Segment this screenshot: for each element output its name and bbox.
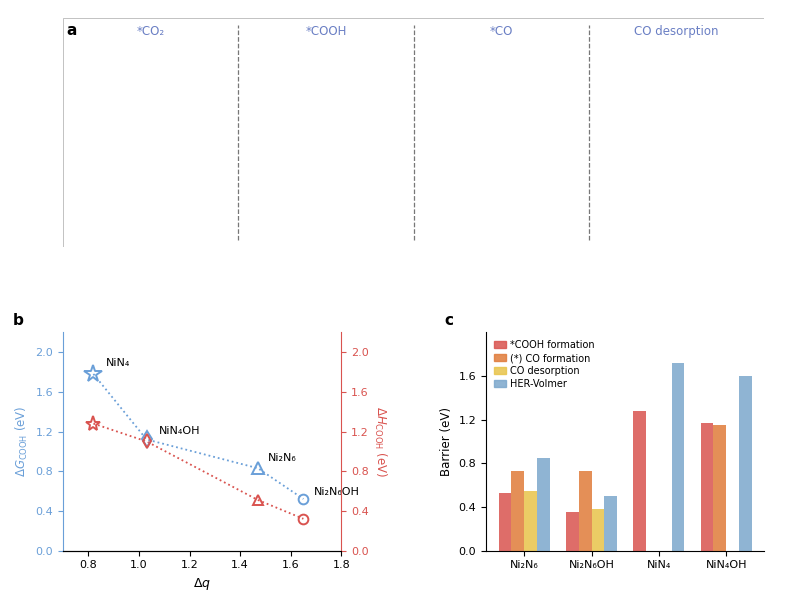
Bar (566, 512, 578, 551)
Bar (578, 471, 592, 551)
Text: NiN₄: NiN₄ (106, 358, 131, 368)
Text: Ni₂N₆: Ni₂N₆ (268, 453, 297, 463)
Bar (537, 458, 550, 551)
Y-axis label: $\Delta H_{\mathrm{COOH}}$ (eV): $\Delta H_{\mathrm{COOH}}$ (eV) (372, 406, 388, 477)
Bar (592, 509, 604, 551)
Text: a: a (66, 23, 77, 38)
Bar (671, 363, 685, 551)
Legend: *COOH formation, (*) CO formation, CO desorption, HER-Volmer: *COOH formation, (*) CO formation, CO de… (491, 337, 598, 392)
Bar (499, 492, 511, 551)
X-axis label: $\Delta q$: $\Delta q$ (193, 576, 211, 592)
Text: *COOH: *COOH (305, 25, 347, 38)
Bar (604, 496, 617, 551)
Bar (713, 425, 726, 551)
Text: *CO: *CO (489, 25, 513, 38)
Text: CO desorption: CO desorption (634, 25, 719, 38)
Y-axis label: Barrier (eV): Barrier (eV) (440, 407, 453, 476)
Text: b: b (13, 313, 24, 328)
Text: c: c (444, 313, 453, 328)
Text: Ni₂N₆OH: Ni₂N₆OH (314, 487, 359, 497)
Bar (634, 411, 646, 551)
Bar (524, 491, 537, 551)
Bar (511, 471, 524, 551)
Text: *CO₂: *CO₂ (136, 25, 165, 38)
Bar (701, 423, 713, 551)
Bar (739, 376, 752, 551)
Text: NiN₄OH: NiN₄OH (159, 427, 201, 436)
Y-axis label: $\Delta G_{\mathrm{COOH}}$ (eV): $\Delta G_{\mathrm{COOH}}$ (eV) (14, 405, 30, 477)
